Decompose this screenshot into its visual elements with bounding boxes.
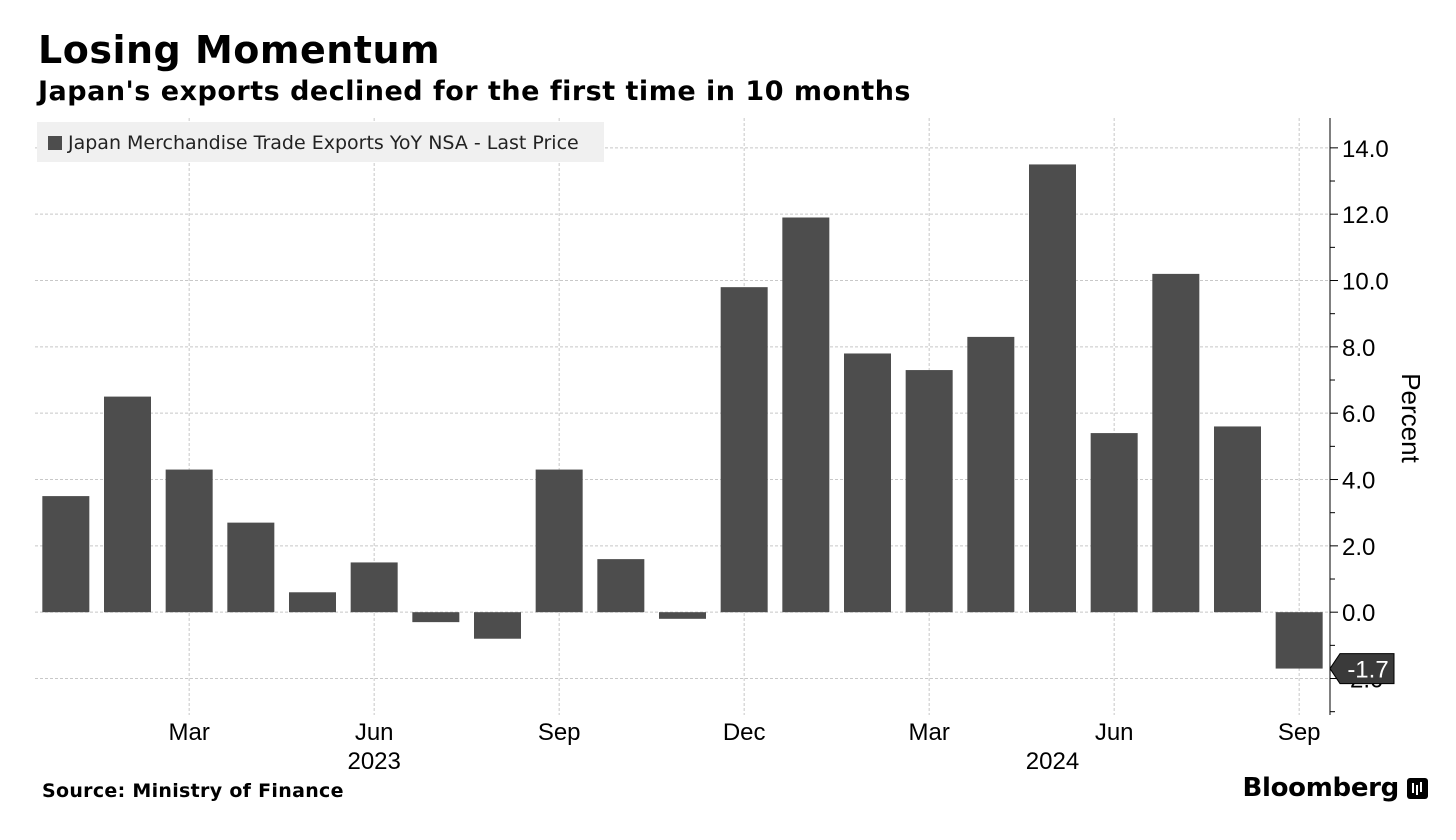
bar	[350, 562, 398, 613]
last-value-badge	[1329, 653, 1395, 685]
chart-title: Losing Momentum	[38, 28, 441, 72]
bar	[597, 559, 645, 613]
last-value-callout: -1.7	[1329, 653, 1395, 685]
bar	[289, 592, 336, 613]
bar	[905, 370, 953, 613]
y-tick-label: 6.0	[1342, 401, 1375, 428]
bar	[474, 612, 521, 639]
legend-label: Japan Merchandise Trade Exports YoY NSA …	[67, 132, 579, 154]
y-tick-label: 8.0	[1342, 335, 1375, 362]
y-tick-label: 4.0	[1342, 468, 1375, 495]
bar	[1090, 433, 1138, 613]
x-year-label: 2024	[1026, 748, 1079, 775]
bar	[782, 217, 830, 613]
y-tick-label: 10.0	[1342, 269, 1389, 296]
bar	[227, 522, 275, 613]
y-tick-label: 0.0	[1342, 600, 1375, 627]
x-axis-labels: Mar Jun Sep Dec Mar Jun Sep 2023 2024	[168, 719, 1320, 775]
x-tick-label: Jun	[355, 719, 394, 746]
x-tick-label: Sep	[538, 719, 581, 746]
x-tick-label: Mar	[168, 719, 209, 746]
bar	[967, 336, 1015, 613]
x-tick-label: Dec	[723, 719, 766, 746]
chart-subtitle: Japan's exports declined for the first t…	[38, 76, 911, 107]
bar	[42, 496, 90, 613]
y-tick-label: 14.0	[1342, 136, 1389, 163]
bar	[535, 469, 583, 613]
bar	[844, 353, 891, 613]
legend-box	[37, 122, 604, 162]
brand-name: Bloomberg	[1242, 773, 1399, 803]
last-value-label: -1.7	[1347, 657, 1388, 684]
y-tick-label: 12.0	[1342, 202, 1389, 229]
bloomberg-logo: Bloomberg	[1242, 773, 1428, 803]
x-tick-label: Mar	[908, 719, 949, 746]
bar	[1214, 426, 1261, 613]
bar	[165, 469, 213, 613]
bar	[1275, 612, 1323, 669]
bar	[1029, 164, 1076, 613]
legend: Japan Merchandise Trade Exports YoY NSA …	[37, 122, 604, 162]
y-axis-title: Percent	[1396, 373, 1426, 463]
y-axis: -2.00.02.04.06.08.010.012.014.0	[1329, 118, 1389, 715]
bar	[104, 396, 151, 613]
bars	[42, 164, 1323, 669]
bar	[1152, 273, 1200, 613]
grid-lines	[35, 118, 1330, 715]
x-tick-label: Sep	[1278, 719, 1321, 746]
bloomberg-terminal-icon	[1407, 777, 1428, 799]
source-note: Source: Ministry of Finance	[42, 780, 344, 802]
bar	[720, 287, 768, 613]
bar	[659, 612, 706, 619]
legend-swatch	[48, 136, 62, 150]
y-tick-label: 2.0	[1342, 534, 1375, 561]
x-tick-label: Jun	[1095, 719, 1134, 746]
bar	[412, 612, 460, 623]
x-year-label: 2023	[347, 748, 400, 775]
